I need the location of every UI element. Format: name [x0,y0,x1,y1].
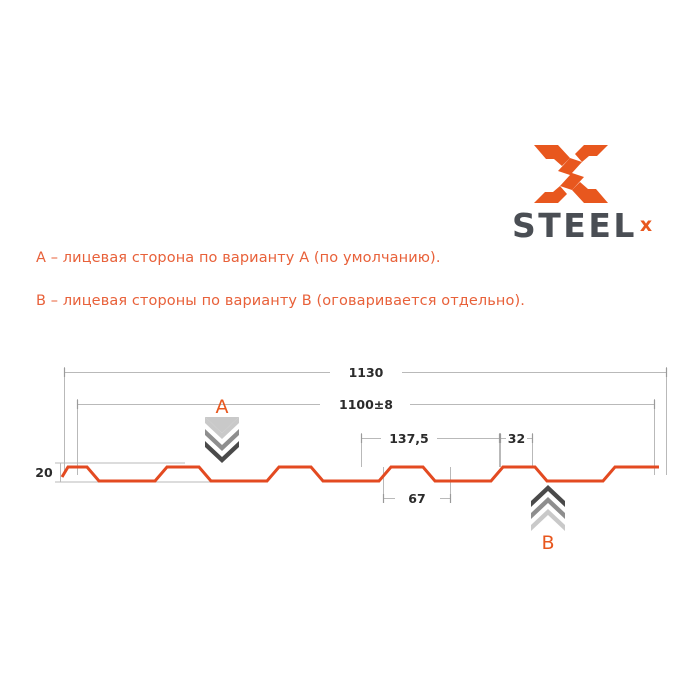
marker-a-letter: А [216,396,229,418]
dimension-extension-lines [55,367,667,503]
dimension-label-effective-width: 1100±8 [339,397,393,412]
dimension-label-valley-width: 67 [408,491,425,506]
profile-polyline [60,465,659,483]
steel-x-logo: STEEL x [512,143,662,248]
marker-a-group: А [205,396,239,463]
marker-b-letter: В [541,532,554,554]
logo-x-suffix: x [639,214,653,236]
dimension-label-pitch: 137,5 [389,431,429,446]
dimension-label-crest-width: 32 [508,431,525,446]
marker-b-chevrons-up-icon [531,485,565,531]
legend-line-variant-a: А – лицевая сторона по варианту А (по ум… [36,250,441,266]
steel-x-mark-icon [534,143,608,205]
dimension-lines [60,372,667,499]
steel-x-wordmark: STEEL x [512,209,662,243]
dimension-label-total-width: 1130 [349,365,384,380]
dimension-label-height: 20 [35,465,53,480]
legend-line-variant-b: В – лицевая стороны по варианту В (огова… [36,293,525,309]
corrugated-sheet-profile-drawing: 1130 1100±8 137,5 32 67 20 А [0,355,700,570]
marker-a-chevrons-down-icon [205,417,239,463]
marker-b-group: В [531,485,565,554]
dimension-ticks [63,368,668,503]
logo-steel-text: STEEL [512,206,637,245]
